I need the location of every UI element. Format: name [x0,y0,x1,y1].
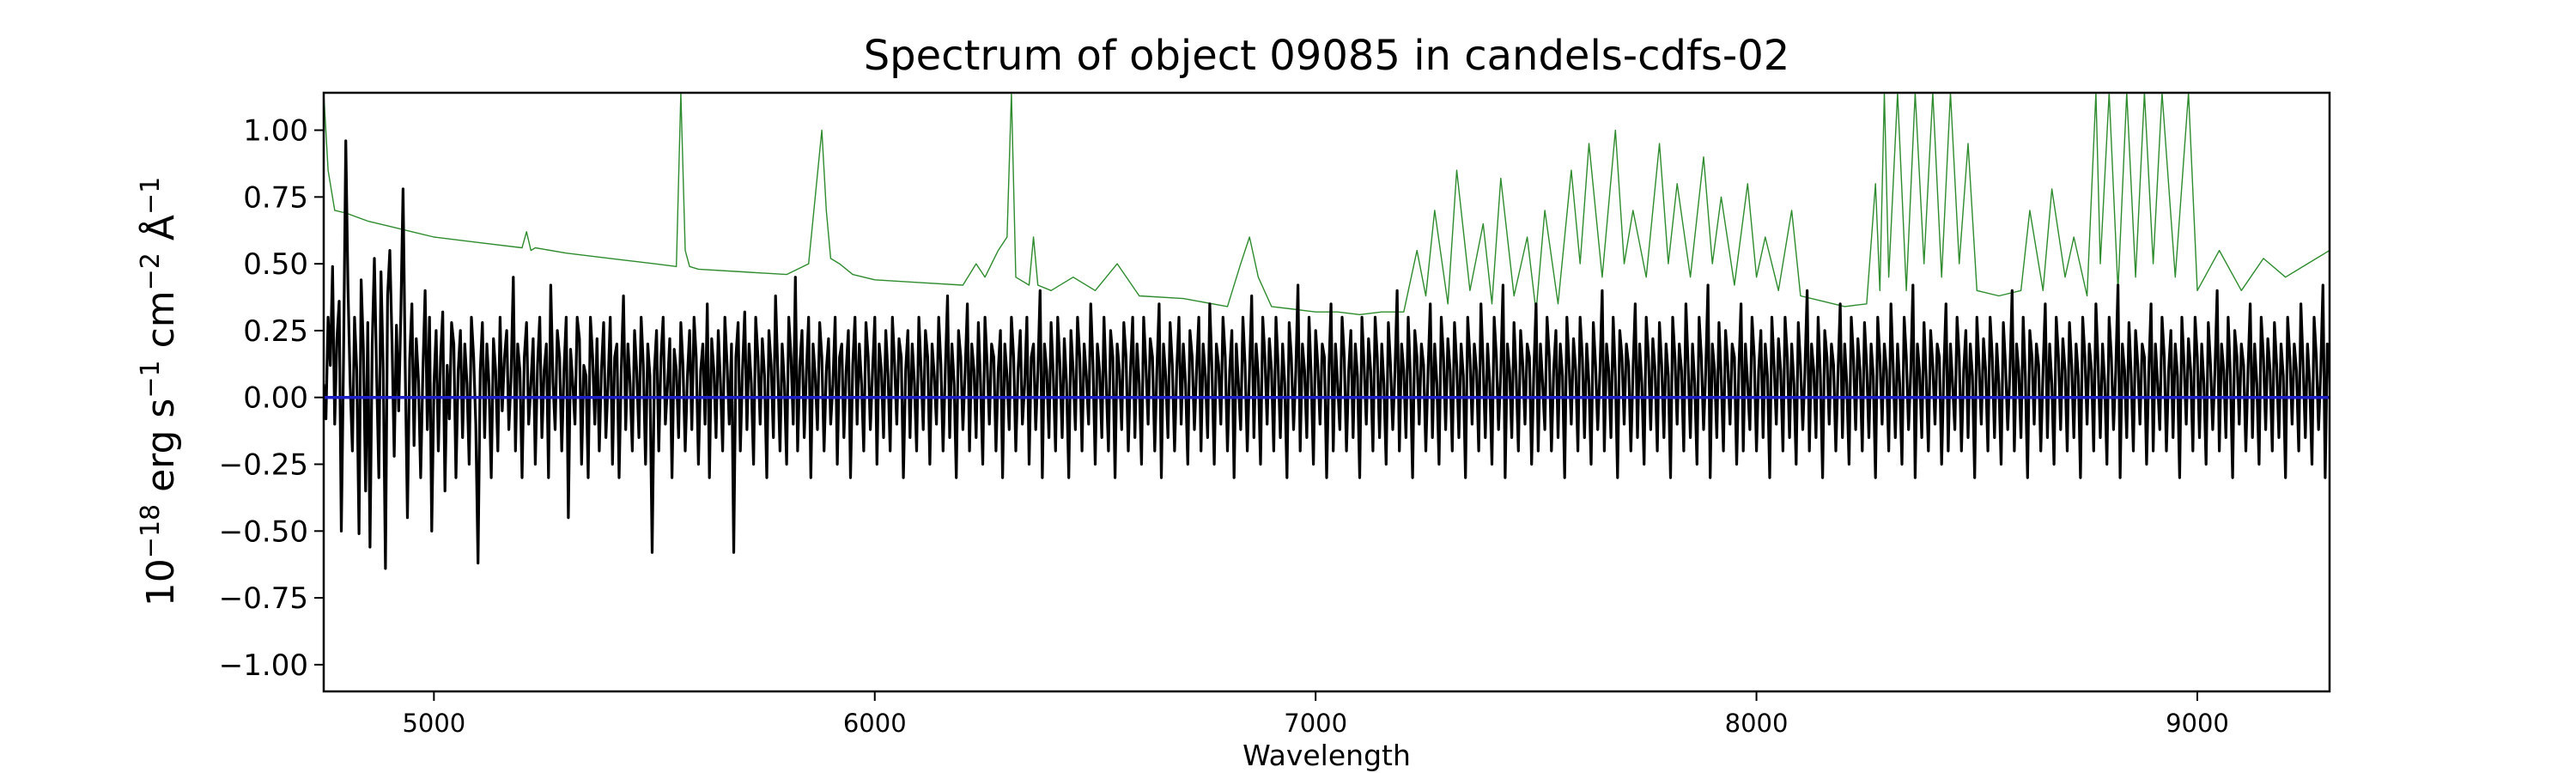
y-label-exponent: −1 [136,177,166,215]
x-axis: 5000 6000 7000 8000 9000 [402,691,2229,738]
y-label-part: erg s [139,399,183,504]
x-axis-label: Wavelength [1242,739,1411,772]
y-tick-label: −0.25 [219,448,308,483]
contamination-series-line [324,93,2330,315]
y-tick-label: −0.50 [219,514,308,549]
chart-title: Spectrum of object 09085 in candels-cdfs… [864,32,1790,80]
x-tick-label: 9000 [2166,709,2229,738]
y-label-exponent: −18 [136,504,166,558]
y-axis: −1.00 −0.75 −0.50 −0.25 0.00 0.25 0.50 0.75 1.00 [219,114,324,683]
y-label-part: cm [139,290,183,360]
y-label-part: Å [137,215,183,253]
y-tick-label: −0.75 [219,581,308,616]
x-tick-label: 6000 [843,709,907,738]
y-tick-label: 0.00 [243,381,308,416]
y-tick-label: −1.00 [219,648,308,683]
x-tick-label: 5000 [402,709,465,738]
y-tick-label: 0.25 [243,314,308,349]
x-tick-label: 7000 [1284,709,1347,738]
y-label-exponent: −1 [136,360,166,398]
y-axis-label: 10−18 erg s−1 cm−2 Å−1 [136,177,184,606]
y-label-exponent: −2 [136,253,166,290]
plot-frame [322,91,2331,693]
y-tick-label: 0.75 [243,180,308,215]
y-tick-label: 1.00 [243,114,308,149]
y-label-part: 10 [139,558,183,606]
flux-series-line [324,139,2330,570]
x-tick-label: 8000 [1725,709,1789,738]
series-layer [324,93,2330,570]
y-tick-label: 0.50 [243,247,308,282]
